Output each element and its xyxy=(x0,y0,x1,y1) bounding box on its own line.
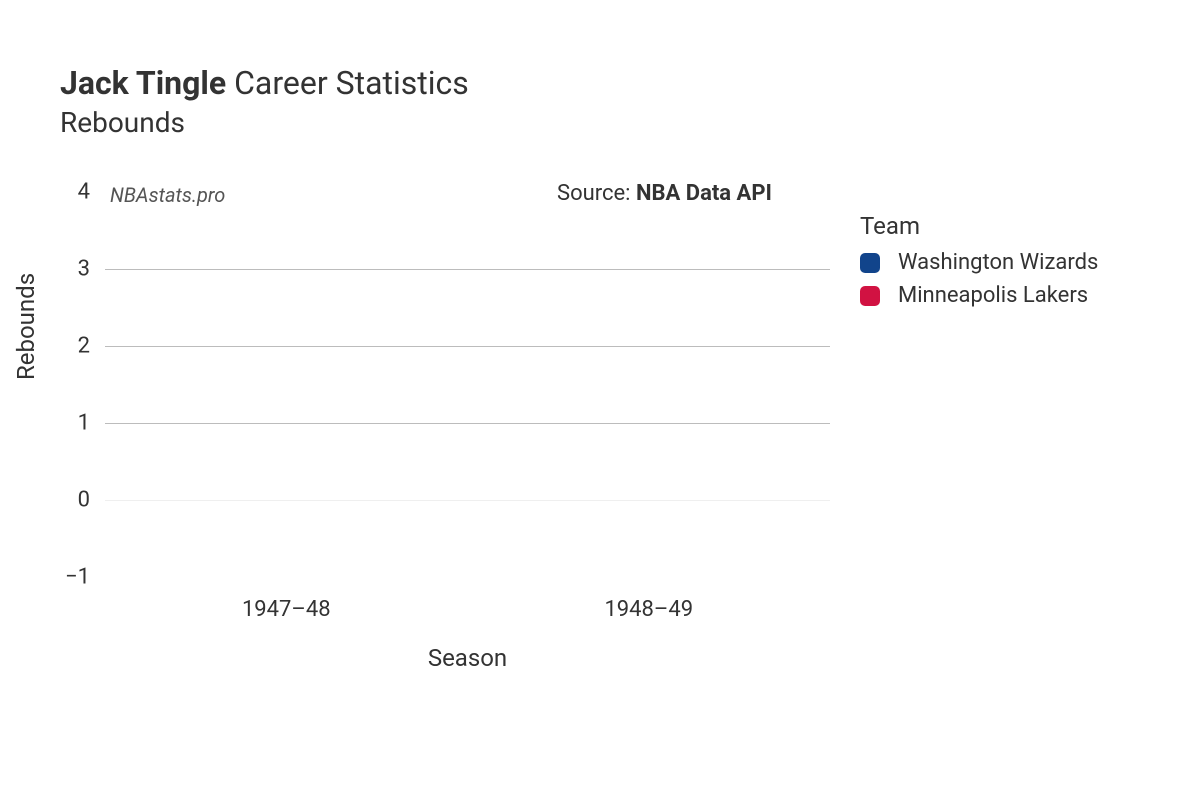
legend-swatch xyxy=(860,286,880,306)
legend-label: Minneapolis Lakers xyxy=(898,283,1088,308)
gridline xyxy=(105,423,830,424)
y-tick-label: 2 xyxy=(30,334,90,359)
x-axis-title: Season xyxy=(105,644,830,672)
y-tick-label: 4 xyxy=(30,180,90,205)
chart-subtitle: Rebounds xyxy=(60,106,469,140)
x-tick-label: 1947–48 xyxy=(242,597,331,622)
chart-title: Jack Tingle Career Statistics xyxy=(60,64,469,102)
watermark-text: NBAstats.pro xyxy=(110,183,225,207)
legend-item: Minneapolis Lakers xyxy=(860,283,1098,308)
x-tick-label: 1948–49 xyxy=(604,597,693,622)
chart-title-block: Jack Tingle Career Statistics Rebounds xyxy=(60,64,469,140)
plot-area: NBAstats.pro Source: NBA Data API −10123… xyxy=(105,192,830,577)
source-prefix: Source: xyxy=(557,181,636,206)
gridline xyxy=(105,346,830,347)
y-tick-label: −1 xyxy=(30,565,90,590)
chart-container: Jack Tingle Career Statistics Rebounds R… xyxy=(0,0,1200,800)
y-tick-label: 3 xyxy=(30,257,90,282)
source-name: NBA Data API xyxy=(636,181,772,206)
legend: Team Washington Wizards Minneapolis Laker… xyxy=(860,212,1098,316)
source-attribution: Source: NBA Data API xyxy=(557,181,772,206)
y-axis-title: Rebounds xyxy=(12,273,40,380)
gridline xyxy=(105,269,830,270)
legend-items: Washington Wizards Minneapolis Lakers xyxy=(860,250,1098,308)
legend-title: Team xyxy=(860,212,1098,240)
legend-label: Washington Wizards xyxy=(898,250,1098,275)
gridline xyxy=(105,500,830,501)
y-tick-label: 0 xyxy=(30,488,90,513)
legend-item: Washington Wizards xyxy=(860,250,1098,275)
y-tick-label: 1 xyxy=(30,411,90,436)
title-suffix: Career Statistics xyxy=(234,64,469,102)
legend-swatch xyxy=(860,253,880,273)
player-name: Jack Tingle xyxy=(60,64,226,102)
